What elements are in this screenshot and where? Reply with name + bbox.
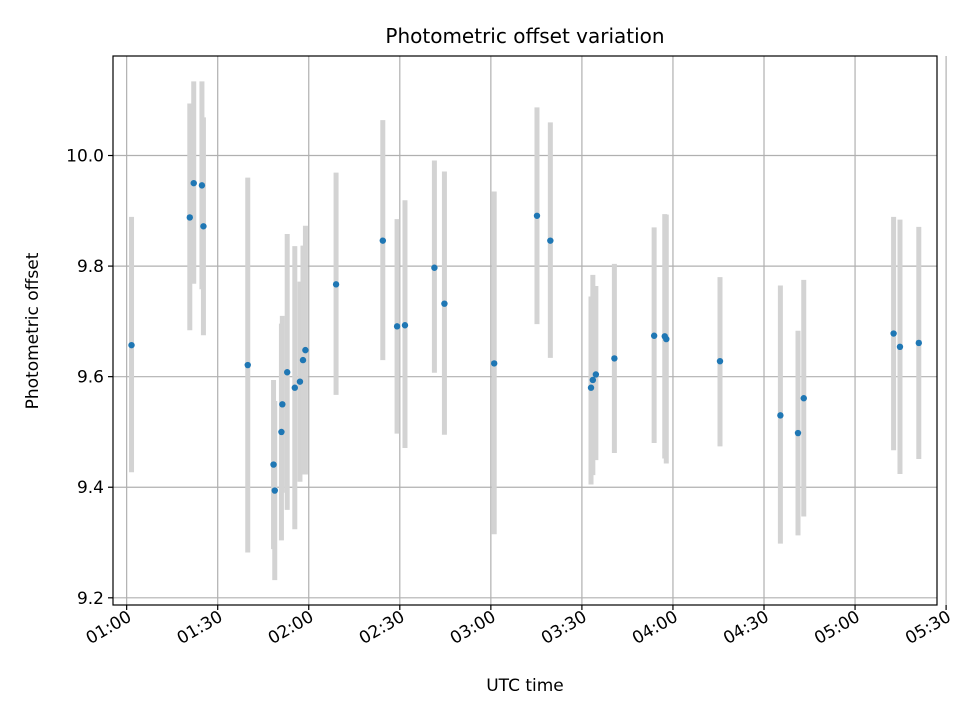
- data-point: [896, 343, 904, 351]
- y-tick-label: 10.0: [66, 147, 104, 167]
- data-point: [592, 371, 600, 378]
- data-point: [587, 384, 595, 391]
- data-point: [431, 264, 438, 271]
- data-point: [244, 361, 251, 369]
- data-point: [547, 237, 554, 244]
- data-point: [186, 214, 193, 221]
- data-point: [198, 182, 206, 189]
- data-point: [490, 360, 498, 367]
- data-point: [441, 300, 448, 307]
- plot-frame: [112, 55, 938, 606]
- data-point: [302, 346, 309, 354]
- data-point: [200, 223, 207, 230]
- data-point: [296, 378, 304, 385]
- data-point: [716, 357, 724, 365]
- y-tick-label: 9.6: [77, 368, 104, 388]
- data-point: [279, 401, 286, 408]
- data-point: [890, 330, 897, 337]
- data-point: [271, 487, 278, 494]
- data-point: [332, 281, 340, 288]
- y-tick-label: 9.2: [77, 589, 104, 609]
- data-point: [777, 412, 784, 419]
- data-point: [663, 335, 670, 343]
- data-point: [401, 322, 409, 329]
- data-point: [270, 461, 277, 468]
- data-point: [379, 237, 387, 244]
- y-tick-label: 9.8: [77, 257, 104, 277]
- data-point: [278, 428, 285, 436]
- data-point: [915, 339, 922, 347]
- data-point: [190, 179, 197, 187]
- y-axis-label: Photometric offset: [23, 252, 43, 409]
- data-points: [128, 179, 922, 494]
- chart-title: Photometric offset variation: [385, 24, 664, 48]
- data-point: [299, 356, 307, 364]
- y-tick-label: 9.4: [77, 478, 104, 498]
- data-point: [794, 429, 802, 437]
- grid: [113, 56, 947, 605]
- x-axis-label: UTC time: [486, 676, 564, 696]
- data-point: [291, 384, 298, 391]
- data-point: [284, 369, 291, 376]
- data-point: [650, 332, 658, 339]
- data-point: [589, 376, 597, 384]
- data-point: [800, 395, 807, 402]
- data-point: [393, 323, 401, 330]
- data-point: [611, 355, 618, 362]
- data-point: [128, 341, 135, 349]
- data-point: [533, 212, 541, 219]
